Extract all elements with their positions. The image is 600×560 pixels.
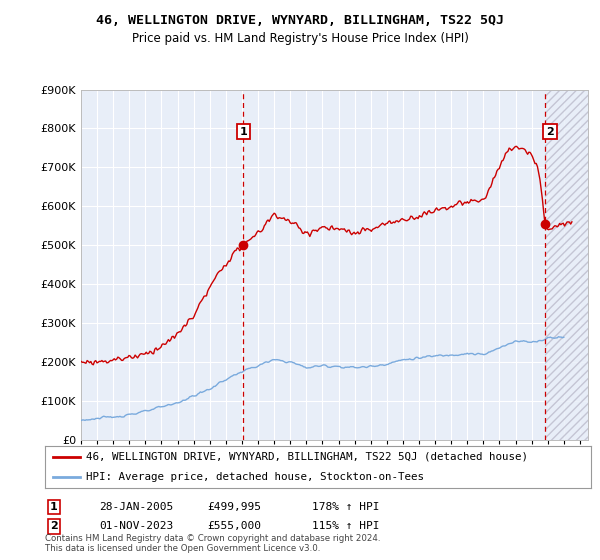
- Text: 46, WELLINGTON DRIVE, WYNYARD, BILLINGHAM, TS22 5QJ: 46, WELLINGTON DRIVE, WYNYARD, BILLINGHA…: [96, 14, 504, 27]
- Text: 46, WELLINGTON DRIVE, WYNYARD, BILLINGHAM, TS22 5QJ (detached house): 46, WELLINGTON DRIVE, WYNYARD, BILLINGHA…: [86, 452, 528, 462]
- Bar: [545, 90, 588, 440]
- Text: 1: 1: [239, 127, 247, 137]
- Text: Price paid vs. HM Land Registry's House Price Index (HPI): Price paid vs. HM Land Registry's House …: [131, 32, 469, 45]
- Text: £499,995: £499,995: [207, 502, 261, 512]
- Text: HPI: Average price, detached house, Stockton-on-Tees: HPI: Average price, detached house, Stoc…: [86, 472, 424, 482]
- Text: £555,000: £555,000: [207, 521, 261, 531]
- Text: 2: 2: [50, 521, 58, 531]
- Text: 01-NOV-2023: 01-NOV-2023: [99, 521, 173, 531]
- Text: 1: 1: [50, 502, 58, 512]
- Text: 28-JAN-2005: 28-JAN-2005: [99, 502, 173, 512]
- Text: 2: 2: [546, 127, 554, 137]
- Text: Contains HM Land Registry data © Crown copyright and database right 2024.
This d: Contains HM Land Registry data © Crown c…: [45, 534, 380, 553]
- Text: 178% ↑ HPI: 178% ↑ HPI: [312, 502, 380, 512]
- Text: 115% ↑ HPI: 115% ↑ HPI: [312, 521, 380, 531]
